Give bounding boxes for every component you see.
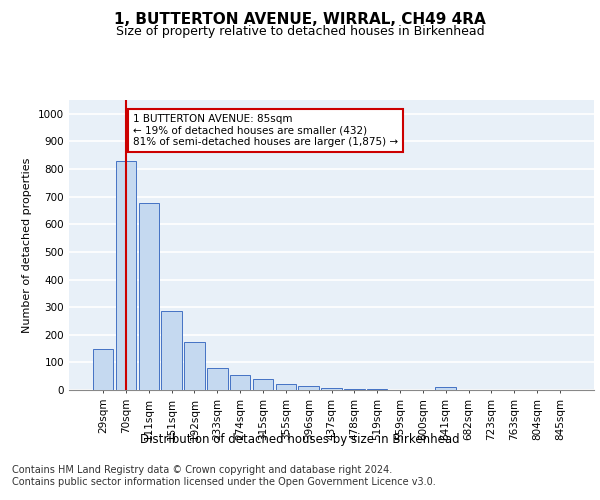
Bar bbox=[116, 162, 136, 390]
Bar bbox=[161, 312, 182, 390]
Bar bbox=[253, 379, 273, 390]
Text: Size of property relative to detached houses in Birkenhead: Size of property relative to detached ho… bbox=[116, 25, 484, 38]
Bar bbox=[184, 342, 205, 390]
Bar bbox=[139, 202, 159, 390]
Text: 1, BUTTERTON AVENUE, WIRRAL, CH49 4RA: 1, BUTTERTON AVENUE, WIRRAL, CH49 4RA bbox=[114, 12, 486, 28]
Bar bbox=[344, 388, 365, 390]
Text: 1 BUTTERTON AVENUE: 85sqm
← 19% of detached houses are smaller (432)
81% of semi: 1 BUTTERTON AVENUE: 85sqm ← 19% of detac… bbox=[133, 114, 398, 147]
Bar bbox=[436, 387, 456, 390]
Bar bbox=[298, 386, 319, 390]
Bar bbox=[275, 384, 296, 390]
Text: Contains HM Land Registry data © Crown copyright and database right 2024.
Contai: Contains HM Land Registry data © Crown c… bbox=[12, 465, 436, 486]
Y-axis label: Number of detached properties: Number of detached properties bbox=[22, 158, 32, 332]
Bar bbox=[367, 389, 388, 390]
Bar bbox=[93, 349, 113, 390]
Bar bbox=[321, 388, 342, 390]
Bar bbox=[230, 375, 250, 390]
Text: Distribution of detached houses by size in Birkenhead: Distribution of detached houses by size … bbox=[140, 432, 460, 446]
Bar bbox=[207, 368, 227, 390]
